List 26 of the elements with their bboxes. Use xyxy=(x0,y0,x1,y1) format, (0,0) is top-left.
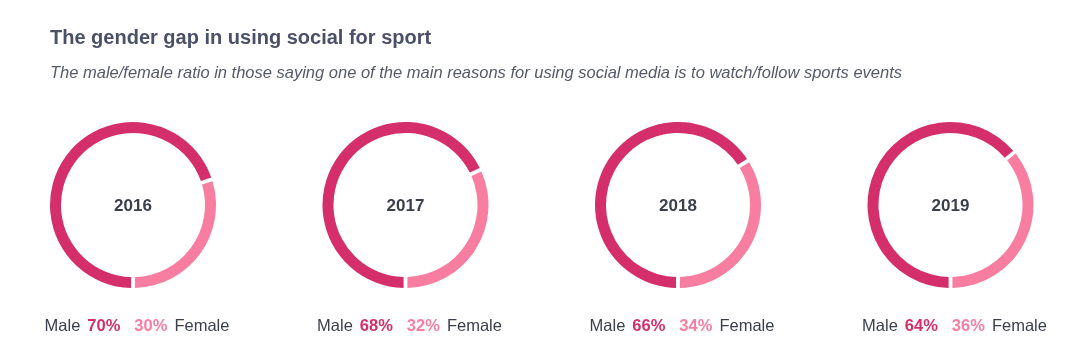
text: 2018 xyxy=(659,195,697,215)
data-label: 64% xyxy=(904,316,939,334)
data-label: 66% xyxy=(632,316,666,334)
text: 2016 xyxy=(114,195,152,215)
slice-label: Male xyxy=(44,316,81,334)
slice-label: Male xyxy=(589,316,626,334)
donut-slice xyxy=(595,122,748,288)
data-label: 34% xyxy=(679,316,713,334)
slice-label: Female xyxy=(719,316,775,334)
slice-label: Male xyxy=(317,316,353,334)
data-label: 68% xyxy=(359,316,394,334)
data-label: 30% xyxy=(134,316,168,334)
text: 2019 xyxy=(931,195,970,215)
data-label: 70% xyxy=(87,316,121,334)
donut-slice xyxy=(867,122,1014,288)
donut-slice xyxy=(50,122,212,288)
text: 2017 xyxy=(386,195,425,215)
slice-label: Female xyxy=(991,316,1047,334)
slice-label: Female xyxy=(446,316,502,334)
slice-label: Female xyxy=(174,316,230,334)
text: The male/female ratio in those saying one of the main reasons for using social media is to watch/follow sports events xyxy=(50,63,903,81)
slice-label: Male xyxy=(862,316,898,334)
text: The gender gap in using social for sport xyxy=(50,26,432,48)
data-label: 32% xyxy=(406,316,441,334)
data-label: 36% xyxy=(951,316,986,334)
donut-slice xyxy=(322,122,480,288)
